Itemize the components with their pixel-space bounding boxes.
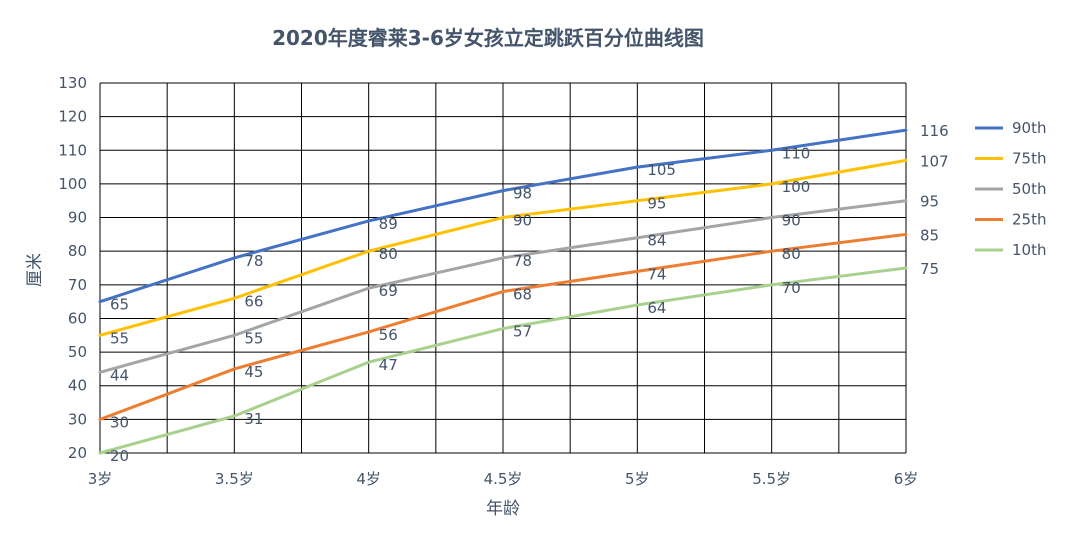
y-axis-ticks: 20 30 40 50 60 70 80 90 100 110 120 130 bbox=[58, 74, 87, 462]
y-tick-label: 60 bbox=[68, 309, 87, 327]
series-line-90th bbox=[98, 128, 908, 304]
data-label: 98 bbox=[513, 185, 532, 203]
chart-title: 2020年度睿莱3-6岁女孩立定跳跃百分位曲线图 bbox=[272, 26, 704, 50]
y-tick-label: 30 bbox=[68, 410, 87, 428]
x-tick-label: 6岁 bbox=[894, 470, 919, 488]
y-tick-label: 90 bbox=[68, 209, 87, 227]
series-line-75th bbox=[98, 158, 908, 337]
data-label: 95 bbox=[920, 193, 939, 211]
x-tick-label: 3.5岁 bbox=[215, 470, 254, 488]
data-label: 80 bbox=[782, 245, 801, 263]
y-tick-label: 120 bbox=[58, 108, 87, 126]
data-label: 89 bbox=[379, 215, 398, 233]
x-axis-ticks: 3岁 3.5岁 4岁 4.5岁 5岁 5.5岁 6岁 bbox=[88, 470, 919, 488]
x-axis-title: 年龄 bbox=[486, 499, 520, 519]
data-label: 47 bbox=[379, 356, 398, 374]
data-label: 57 bbox=[513, 323, 532, 341]
grid bbox=[99, 82, 907, 454]
series-line-25th bbox=[98, 232, 908, 421]
y-tick-label: 40 bbox=[68, 377, 87, 395]
data-label: 56 bbox=[379, 326, 398, 344]
data-label: 66 bbox=[244, 292, 263, 310]
x-tick-label: 5岁 bbox=[625, 470, 650, 488]
series-line-50th bbox=[98, 199, 908, 374]
legend-label-90th: 90th bbox=[1012, 119, 1046, 137]
x-tick-label: 5.5岁 bbox=[752, 470, 791, 488]
data-labels: 65 78 89 98 105 110 116 55 66 80 90 95 100 107 44 55 69 7… bbox=[110, 122, 949, 465]
y-tick-label: 110 bbox=[58, 141, 87, 159]
y-tick-label: 130 bbox=[58, 74, 87, 92]
legend-label-25th: 25th bbox=[1012, 211, 1046, 229]
y-tick-label: 50 bbox=[68, 343, 87, 361]
data-label: 75 bbox=[920, 260, 939, 278]
data-label: 64 bbox=[647, 299, 666, 317]
y-tick-label: 70 bbox=[68, 276, 87, 294]
x-tick-label: 3岁 bbox=[88, 470, 113, 488]
data-label: 55 bbox=[110, 329, 129, 347]
data-label: 45 bbox=[244, 363, 263, 381]
data-label: 90 bbox=[782, 212, 801, 230]
data-label: 107 bbox=[920, 152, 949, 170]
y-tick-label: 20 bbox=[68, 444, 87, 462]
y-tick-label: 80 bbox=[68, 242, 87, 260]
data-label: 44 bbox=[110, 366, 129, 384]
data-label: 78 bbox=[244, 252, 263, 270]
data-label: 105 bbox=[647, 161, 676, 179]
data-label: 20 bbox=[110, 447, 129, 465]
data-label: 69 bbox=[379, 282, 398, 300]
series-lines bbox=[98, 128, 908, 455]
data-label: 74 bbox=[647, 265, 666, 283]
data-label: 65 bbox=[110, 296, 129, 314]
data-label: 84 bbox=[647, 232, 666, 250]
data-label: 68 bbox=[513, 286, 532, 304]
data-label: 30 bbox=[110, 413, 129, 431]
x-tick-label: 4.5岁 bbox=[484, 470, 523, 488]
legend-label-10th: 10th bbox=[1012, 241, 1046, 259]
data-label: 70 bbox=[782, 279, 801, 297]
data-label: 100 bbox=[782, 178, 811, 196]
y-tick-label: 100 bbox=[58, 175, 87, 193]
x-tick-label: 4岁 bbox=[356, 470, 381, 488]
series-line-10th bbox=[98, 266, 908, 455]
data-label: 78 bbox=[513, 252, 532, 270]
y-axis-title: 厘米 bbox=[25, 253, 45, 287]
data-label: 31 bbox=[244, 410, 263, 428]
data-label: 80 bbox=[379, 245, 398, 263]
data-label: 116 bbox=[920, 122, 949, 140]
legend: 90th 75th 50th 25th 10th bbox=[975, 119, 1046, 259]
data-label: 85 bbox=[920, 226, 939, 244]
data-label: 55 bbox=[244, 329, 263, 347]
legend-label-50th: 50th bbox=[1012, 180, 1046, 198]
legend-label-75th: 75th bbox=[1012, 150, 1046, 168]
data-label: 95 bbox=[647, 195, 666, 213]
data-label: 110 bbox=[782, 144, 811, 162]
data-label: 90 bbox=[513, 212, 532, 230]
